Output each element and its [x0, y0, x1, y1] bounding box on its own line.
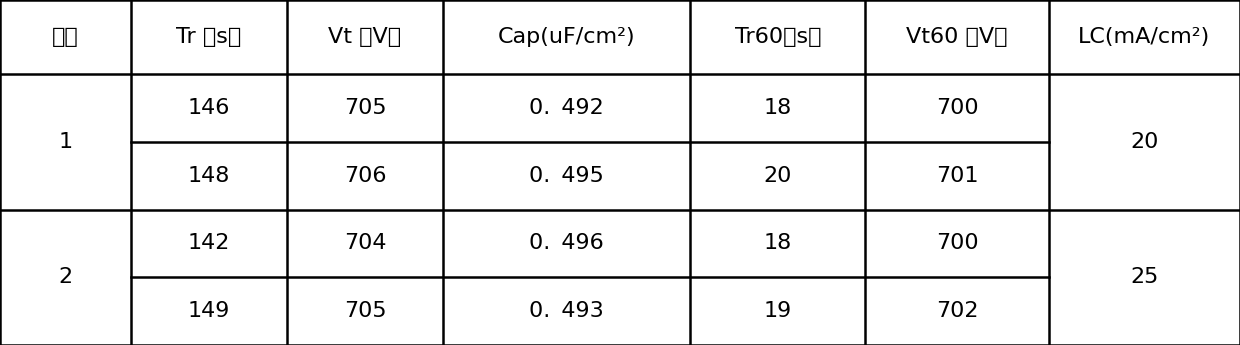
Text: 702: 702: [936, 301, 978, 321]
Text: 20: 20: [1130, 132, 1158, 152]
Text: Vt （V）: Vt （V）: [329, 27, 402, 47]
Text: 700: 700: [936, 98, 978, 118]
Text: 2: 2: [58, 267, 72, 287]
Text: 25: 25: [1130, 267, 1158, 287]
Text: 706: 706: [343, 166, 386, 186]
Text: 18: 18: [764, 234, 792, 254]
Text: 142: 142: [187, 234, 229, 254]
Text: 146: 146: [187, 98, 229, 118]
Text: Cap(uF/cm²): Cap(uF/cm²): [497, 27, 635, 47]
Text: Vt60 （V）: Vt60 （V）: [906, 27, 1008, 47]
Text: 0. 496: 0. 496: [529, 234, 604, 254]
Text: LC(mA/cm²): LC(mA/cm²): [1079, 27, 1210, 47]
Text: 701: 701: [936, 166, 978, 186]
Text: 18: 18: [764, 98, 792, 118]
Text: 20: 20: [764, 166, 792, 186]
Text: 704: 704: [343, 234, 386, 254]
Text: 19: 19: [764, 301, 792, 321]
Text: 样品: 样品: [52, 27, 78, 47]
Text: 0. 493: 0. 493: [529, 301, 604, 321]
Text: 700: 700: [936, 234, 978, 254]
Text: Tr60（s）: Tr60（s）: [734, 27, 821, 47]
Text: 0. 492: 0. 492: [529, 98, 604, 118]
Text: 0. 495: 0. 495: [529, 166, 604, 186]
Text: 705: 705: [343, 98, 387, 118]
Text: 1: 1: [58, 132, 72, 152]
Text: 705: 705: [343, 301, 387, 321]
Text: 148: 148: [187, 166, 229, 186]
Text: 149: 149: [187, 301, 229, 321]
Text: Tr （s）: Tr （s）: [176, 27, 242, 47]
